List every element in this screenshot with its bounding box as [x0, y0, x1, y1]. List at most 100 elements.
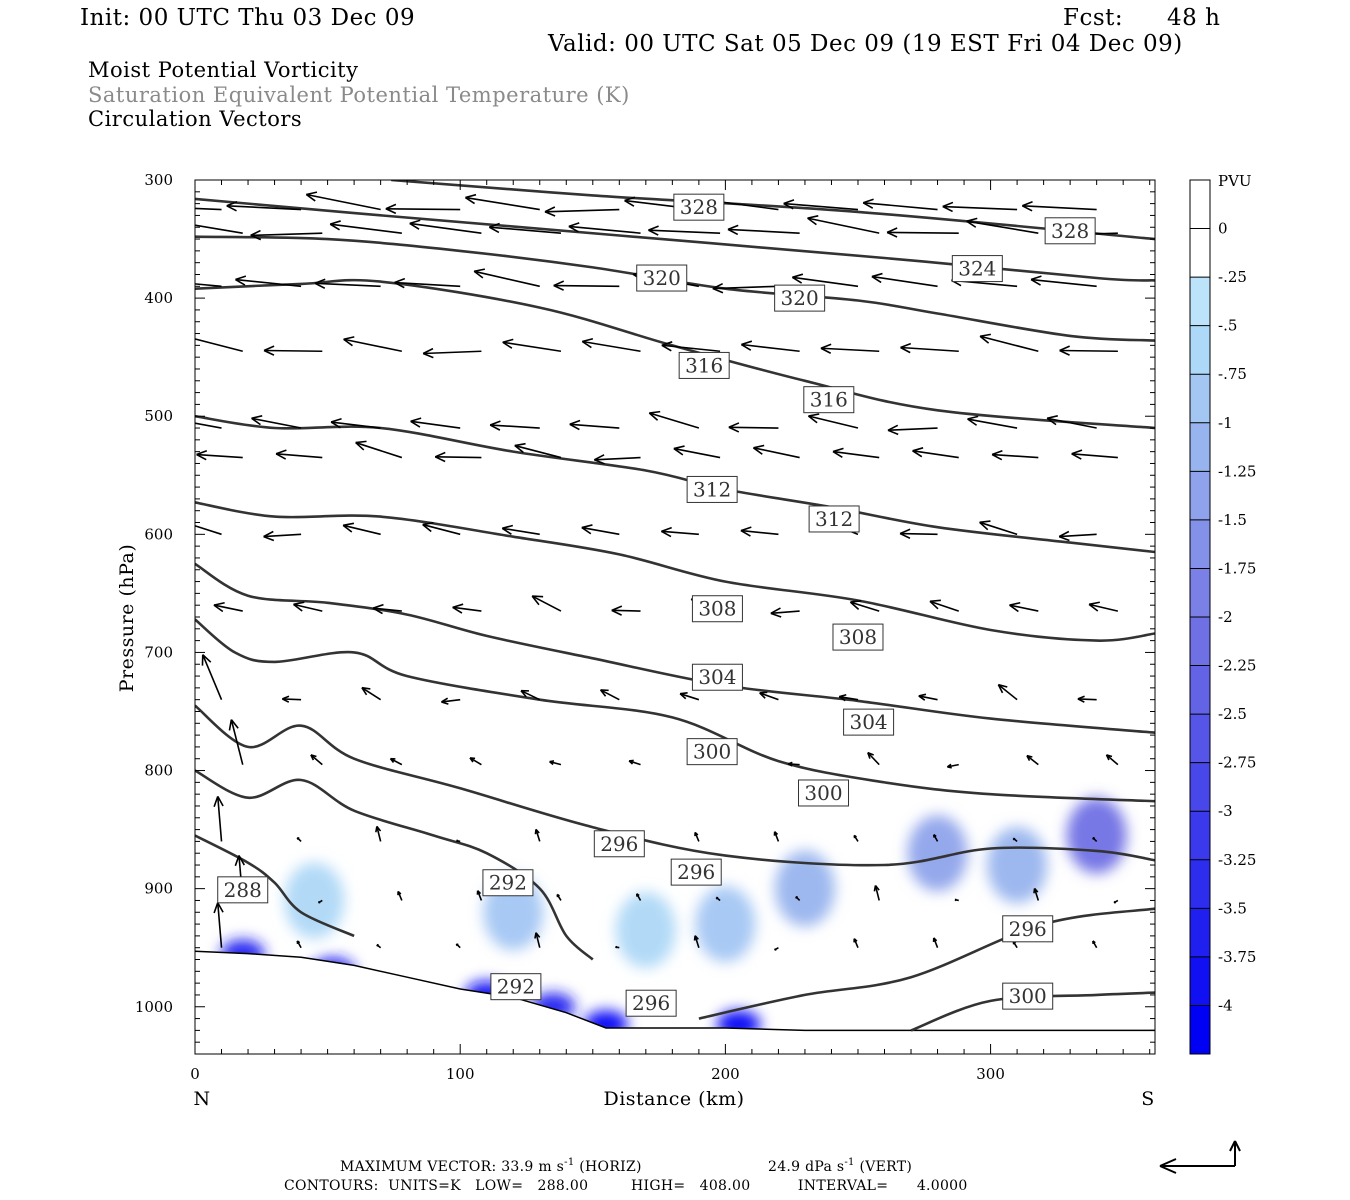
vector-head: [795, 895, 799, 899]
x-axis-label: Distance (km): [603, 1088, 744, 1110]
vector-head: [520, 689, 530, 698]
circulation-vector: [929, 599, 960, 612]
circulation-vector: [946, 763, 959, 769]
contour-label-box: [217, 876, 269, 904]
contour-label-text: 304: [698, 665, 736, 689]
colorbar-segment: [1190, 422, 1210, 472]
contour-line-304: [195, 562, 1155, 734]
vector-head: [469, 757, 476, 763]
circulation-vector: [544, 206, 620, 217]
colorbar-tick-label: -3.25: [1218, 851, 1256, 869]
circulation-vector: [942, 201, 1018, 213]
contour-label-text: 300: [804, 781, 842, 805]
vector-shaft: [226, 204, 302, 211]
colorbar-segment: [1190, 811, 1210, 861]
vector-shaft: [694, 935, 700, 948]
circulation-vector: [452, 603, 482, 614]
vector-head: [673, 445, 685, 456]
circulation-vector: [918, 693, 938, 701]
contour-label: 296: [593, 830, 645, 858]
vector-shaft: [887, 427, 938, 432]
vector-head: [887, 424, 899, 436]
vector-head: [899, 528, 911, 539]
circulation-vector: [886, 227, 959, 238]
vector-shaft: [628, 760, 641, 766]
vector-shaft: [502, 341, 562, 353]
vector-shaft: [1059, 349, 1118, 353]
vector-shaft: [759, 692, 779, 701]
y-tick-label: 600: [144, 525, 173, 543]
vector-head: [912, 447, 924, 458]
vector-head: [455, 943, 459, 947]
circulation-vector: [569, 419, 620, 431]
circulation-vector: [661, 341, 721, 353]
colorbar-tick-label: -1.75: [1218, 559, 1256, 577]
circulation-vector: [317, 899, 323, 904]
vector-head: [1009, 601, 1021, 613]
circulation-vector: [979, 333, 1039, 353]
vector-shaft: [489, 226, 562, 234]
vector-head: [375, 825, 382, 833]
contour-line-324: [195, 197, 1155, 282]
circulation-vector: [502, 338, 562, 353]
circulation-vector: [476, 890, 483, 901]
vector-shaft: [376, 826, 382, 842]
vector-head: [967, 415, 979, 426]
contour-label-text: 328: [1051, 219, 1089, 243]
colorbar-tick-label: -.5: [1218, 317, 1237, 335]
title-mpv: Moist Potential Vorticity: [88, 58, 359, 82]
vector-head: [849, 599, 862, 610]
contour-label: 312: [808, 505, 860, 533]
circulation-vector: [464, 193, 540, 211]
vector-head: [1026, 754, 1033, 761]
circulation-vector: [213, 796, 224, 842]
circulation-vector: [213, 601, 243, 613]
circulation-vector: [305, 191, 381, 211]
vector-head: [929, 599, 941, 610]
circulation-vector: [1030, 275, 1097, 288]
vector-shaft: [469, 757, 482, 766]
vector-head: [281, 695, 290, 703]
vector-shaft: [594, 456, 641, 461]
vector-head: [661, 341, 673, 352]
vector-head: [611, 605, 623, 616]
vector-shaft: [202, 654, 223, 700]
circulation-vector: [195, 422, 222, 429]
circulation-vector: [820, 343, 880, 354]
circulation-vector: [787, 761, 800, 767]
vector-head: [452, 603, 464, 614]
circulation-vector: [434, 451, 482, 463]
vector-head: [787, 761, 793, 767]
vector-shaft: [863, 201, 938, 211]
vector-head: [195, 521, 196, 522]
circulation-vector: [553, 280, 620, 291]
vector-shaft: [355, 441, 403, 459]
vector-head: [196, 449, 208, 461]
circulation-vector: [1105, 754, 1119, 766]
colorbar: 0 -.25 -.5 -.75 -1 -1.25 -1.5 -1.75 -2 -2.25 -2.5 -…: [1189, 179, 1256, 1055]
circulation-vector: [628, 759, 641, 766]
vector-shaft: [997, 684, 1018, 701]
circulation-vector: [226, 201, 302, 212]
vector-head: [873, 884, 880, 892]
vector-shaft: [967, 418, 1018, 429]
vector-shaft: [213, 604, 243, 612]
circulation-vector: [853, 938, 859, 949]
vector-shaft: [600, 689, 620, 701]
vector-shaft: [1022, 204, 1097, 211]
vector-shaft: [673, 447, 721, 459]
circulation-vector: [795, 895, 801, 902]
circulation-vector: [832, 447, 880, 459]
contour-label-text: 296: [677, 860, 715, 884]
vector-head: [1021, 201, 1033, 212]
vector-head: [628, 759, 634, 765]
vector-shaft: [581, 526, 620, 536]
circulation-vector: [422, 347, 482, 359]
vector-shaft: [235, 278, 302, 288]
contour-label-box: [774, 284, 826, 312]
circulation-vector: [296, 940, 302, 949]
circulation-vector: [593, 454, 641, 465]
circulation-vector: [549, 760, 562, 766]
vector-shaft: [871, 275, 938, 288]
circulation-vector: [489, 420, 540, 431]
